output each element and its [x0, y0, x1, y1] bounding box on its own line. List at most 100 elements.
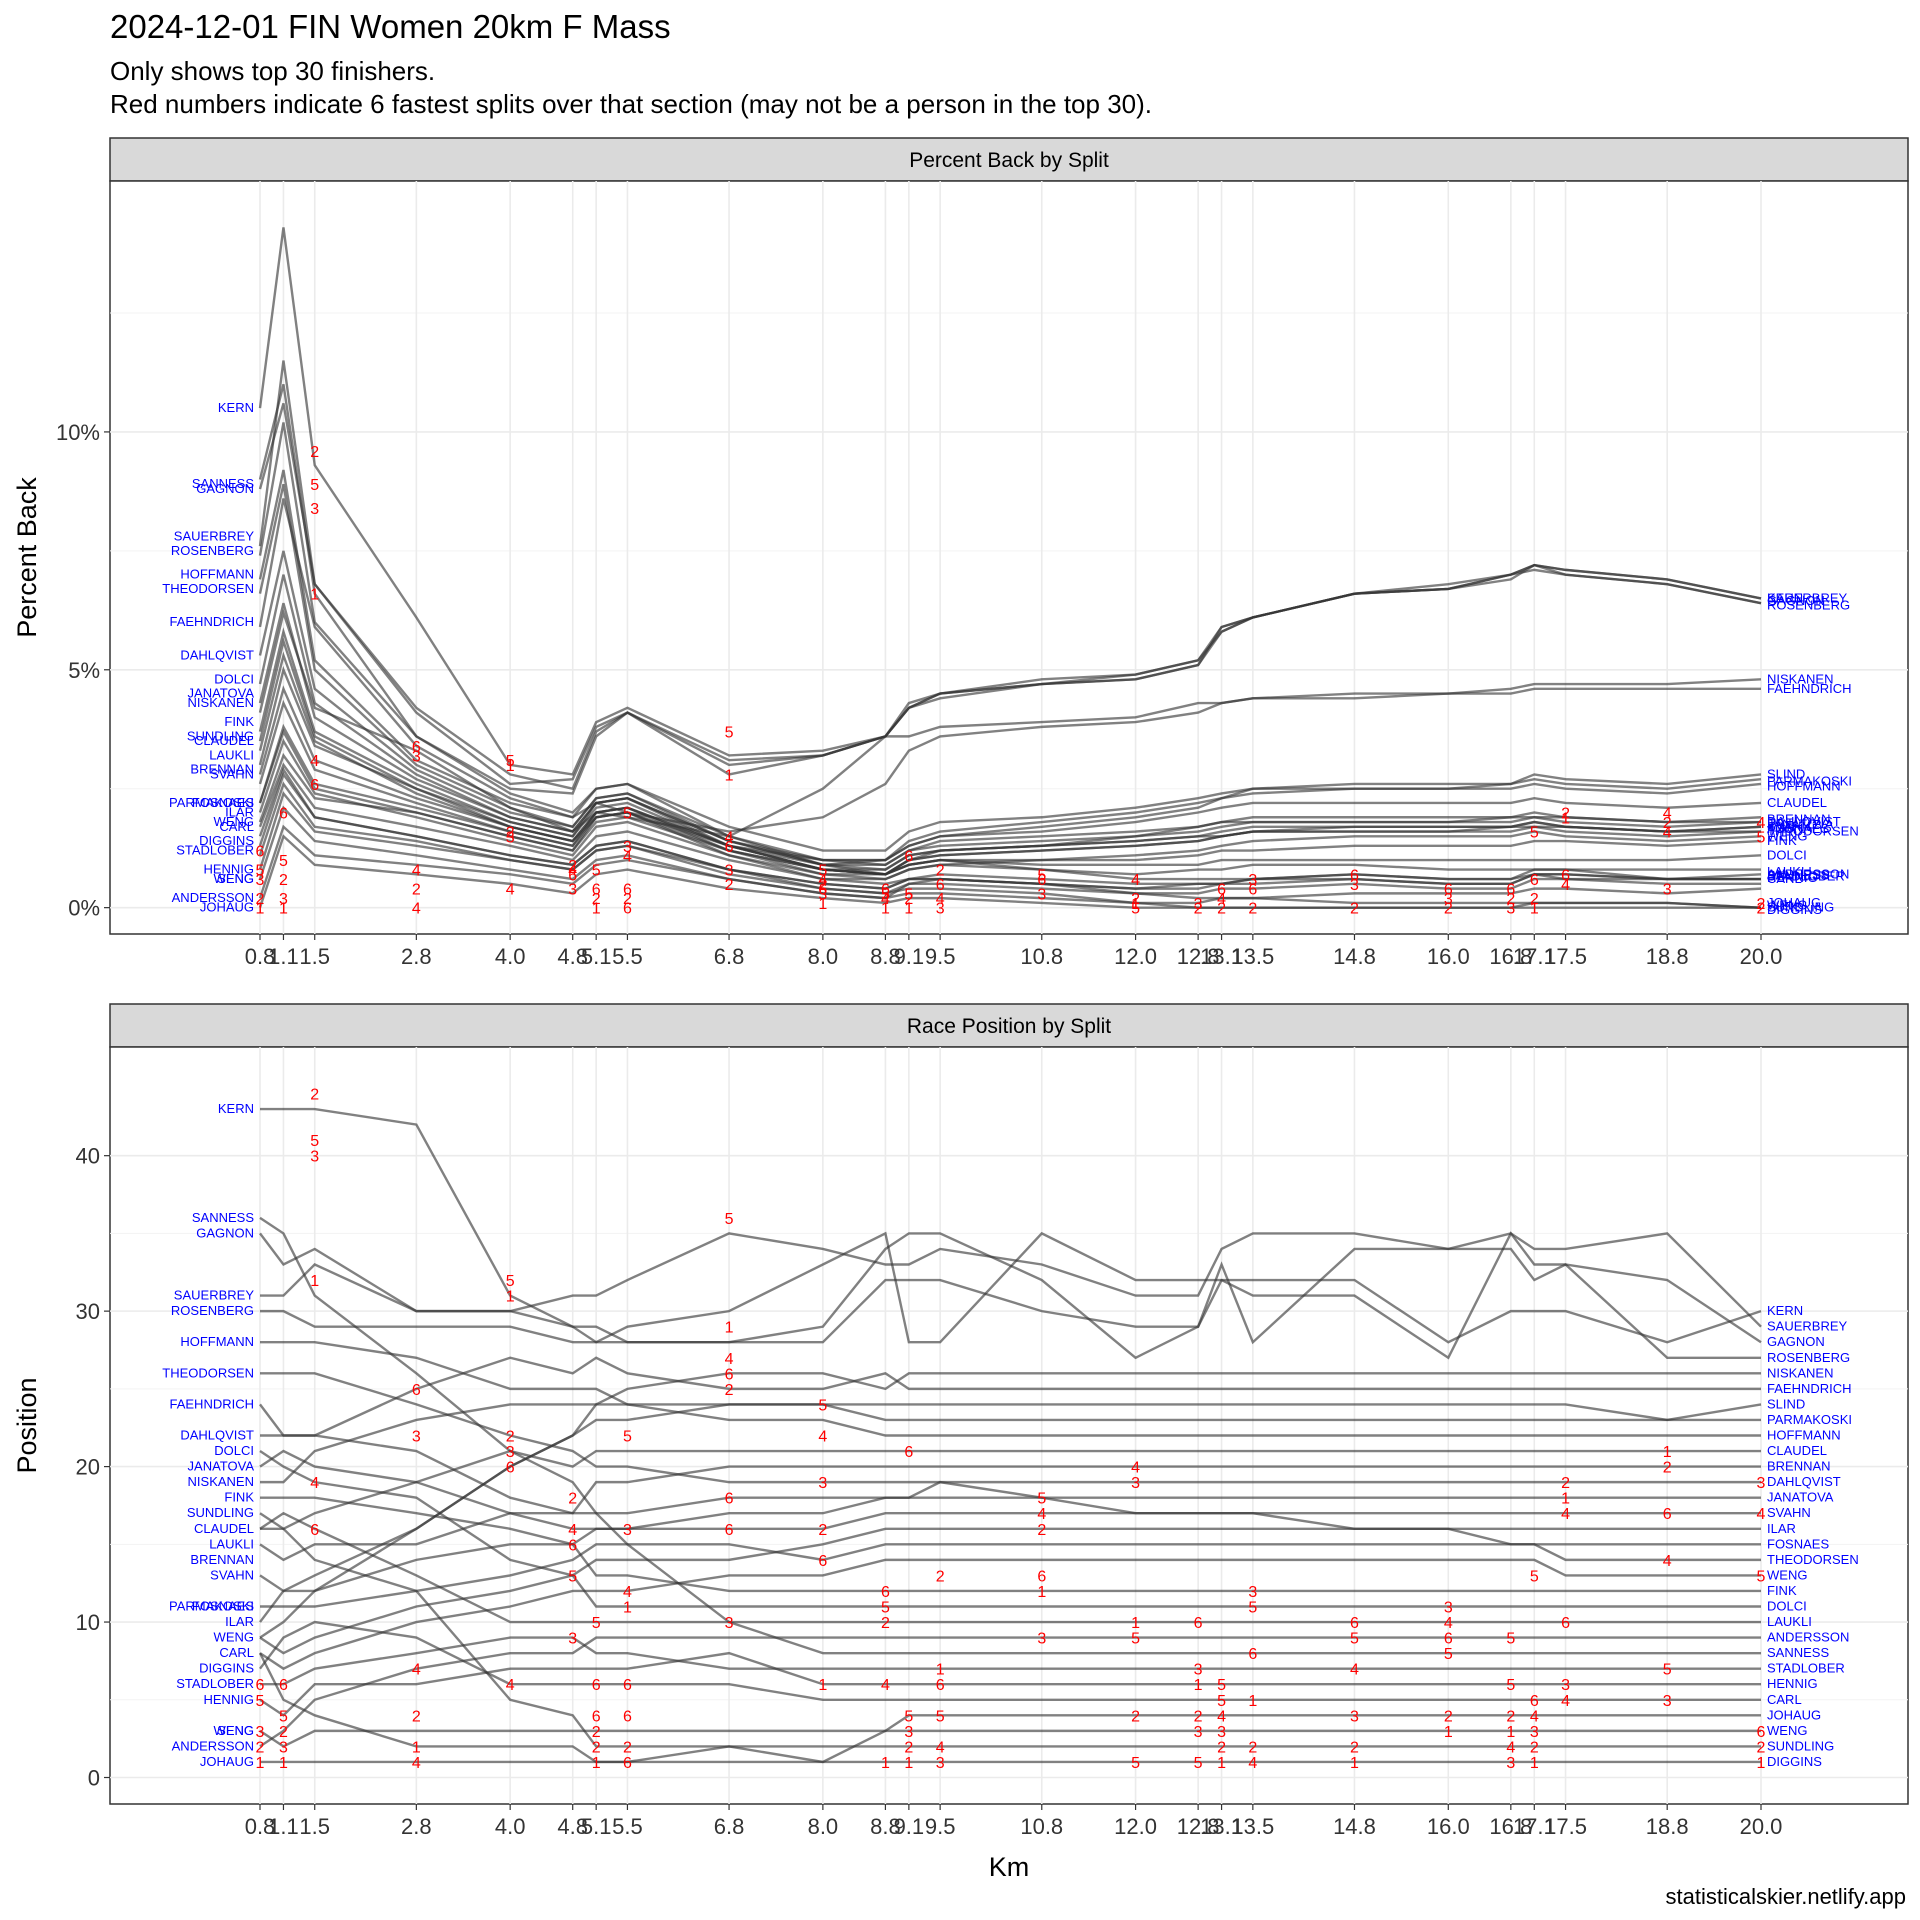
rank-marker: 3 [936, 901, 945, 918]
series-line [258, 384, 1761, 881]
rank-marker: 6 [904, 848, 913, 865]
series-line [259, 1403, 1761, 1623]
rank-marker: 4 [412, 863, 421, 880]
end-name-label: DOLCI [1767, 1599, 1807, 1614]
rank-marker: 6 [1350, 1615, 1359, 1632]
x-tick-label: 17.5 [1544, 1814, 1587, 1839]
rank-marker: 1 [256, 1755, 265, 1772]
rank-marker: 4 [506, 1677, 515, 1694]
x-tick-label: 16.8 [1489, 1814, 1532, 1839]
start-name-label: NISKANEN [188, 695, 254, 710]
rank-marker: 2 [725, 877, 734, 894]
rank-marker: 2 [412, 1708, 421, 1725]
chart-title: 2024-12-01 FIN Women 20km F Mass [110, 8, 671, 45]
rank-marker: 4 [1663, 805, 1672, 822]
start-name-label: SANNESS [192, 1210, 254, 1225]
start-name-label: THEODORSEN [162, 581, 254, 596]
rank-marker: 6 [623, 1677, 632, 1694]
start-name-label: SVAHN [210, 766, 254, 781]
rank-marker: 6 [818, 882, 827, 899]
x-tick-label: 17.5 [1544, 944, 1587, 969]
rank-marker: 2 [506, 1429, 515, 1446]
rank-marker: 4 [1131, 872, 1140, 889]
rank-marker: 1 [1194, 1677, 1203, 1694]
start-name-label: SVAHN [210, 1567, 254, 1582]
start-name-label: CARL [219, 819, 254, 834]
rank-marker: 5 [904, 1708, 913, 1725]
rank-marker: 5 [818, 1397, 827, 1414]
x-tick-label: 5.1 [581, 944, 612, 969]
x-tick-label: 1.1 [268, 944, 299, 969]
rank-marker: 6 [506, 1460, 515, 1477]
rank-marker: 2 [592, 1739, 601, 1756]
rank-marker: 6 [279, 805, 288, 822]
end-name-label: DIGGINS [1767, 1754, 1822, 1769]
start-name-label: ILAR [225, 1614, 254, 1629]
rank-marker: 3 [506, 829, 515, 846]
rank-marker: 5 [1037, 1491, 1046, 1508]
rank-marker: 2 [936, 863, 945, 880]
x-tick-label: 13.5 [1231, 1814, 1274, 1839]
start-name-label: NISKANEN [188, 1474, 254, 1489]
rank-marker: 2 [881, 1615, 890, 1632]
rank-marker: 5 [279, 853, 288, 870]
start-name-label: SAUERBREY [174, 529, 255, 544]
end-name-label: SUNDLING [1767, 1738, 1834, 1753]
rank-marker: 3 [1037, 1631, 1046, 1648]
rank-marker: 2 [1444, 1708, 1453, 1725]
rank-marker: 5 [279, 1708, 288, 1725]
x-tick-label: 0.8 [245, 944, 276, 969]
end-name-label: STADLOBER [1767, 869, 1845, 884]
end-name-label: SAUERBREY [1767, 590, 1848, 605]
rank-marker: 1 [1131, 1615, 1140, 1632]
rank-marker: 3 [256, 872, 265, 889]
rank-marker: 6 [881, 1584, 890, 1601]
end-name-label: JOHAUG [1767, 895, 1821, 910]
end-name-label: FOSNAES [1767, 1536, 1829, 1551]
rank-marker: 6 [623, 901, 632, 918]
rank-marker: 2 [1506, 1708, 1515, 1725]
rank-marker: 2 [1350, 1739, 1359, 1756]
series-line [259, 1356, 1761, 1437]
start-name-label: DOLCI [214, 1443, 254, 1458]
rank-marker: 5 [1663, 1662, 1672, 1679]
chart-subtitle-line-2: Red numbers indicate 6 fastest splits ov… [110, 89, 1153, 119]
rank-marker: 2 [1757, 1739, 1766, 1756]
series-line [259, 1449, 1761, 1530]
rank-marker: 4 [568, 863, 577, 880]
start-name-label: JANATOVA [188, 1459, 255, 1474]
end-name-label: CARL [1767, 1692, 1802, 1707]
rank-marker: 2 [568, 1491, 577, 1508]
rank-marker: 1 [1561, 1491, 1570, 1508]
rank-marker: 6 [1248, 1646, 1257, 1663]
end-name-label: JANATOVA [1767, 1490, 1834, 1505]
rank-marker: 1 [1444, 1724, 1453, 1741]
start-name-label: HENNIG [203, 862, 254, 877]
start-name-label: ILAR [225, 804, 254, 819]
rank-marker: 3 [310, 1149, 319, 1166]
x-tick-label: 14.8 [1333, 944, 1376, 969]
end-name-label: NISKANEN [1767, 671, 1833, 686]
rank-marker: 6 [818, 1553, 827, 1570]
rank-marker: 4 [412, 901, 421, 918]
rank-marker: 1 [592, 1755, 601, 1772]
end-name-label: SUNDLING [1767, 900, 1834, 915]
rank-marker: 3 [1350, 1708, 1359, 1725]
x-tick-label: 4.0 [495, 944, 526, 969]
rank-marker: 2 [623, 1739, 632, 1756]
rank-marker: 2 [1131, 1708, 1140, 1725]
rank-marker: 2 [1131, 891, 1140, 908]
start-name-label: STADLOBER [176, 1676, 254, 1691]
rank-marker: 6 [568, 1537, 577, 1554]
rank-marker: 1 [1506, 1724, 1515, 1741]
x-axis-title: Km [989, 1852, 1030, 1882]
series-line [259, 1511, 1761, 1624]
end-name-label: DAHLQVIST [1767, 814, 1841, 829]
x-tick-label: 13.1 [1200, 944, 1243, 969]
rank-marker: 4 [506, 882, 515, 899]
rank-marker: 1 [1248, 1693, 1257, 1710]
rank-marker: 2 [1663, 815, 1672, 832]
rank-marker: 4 [1561, 877, 1570, 894]
rank-marker: 6 [1444, 1631, 1453, 1648]
x-tick-label: 20.0 [1740, 944, 1783, 969]
